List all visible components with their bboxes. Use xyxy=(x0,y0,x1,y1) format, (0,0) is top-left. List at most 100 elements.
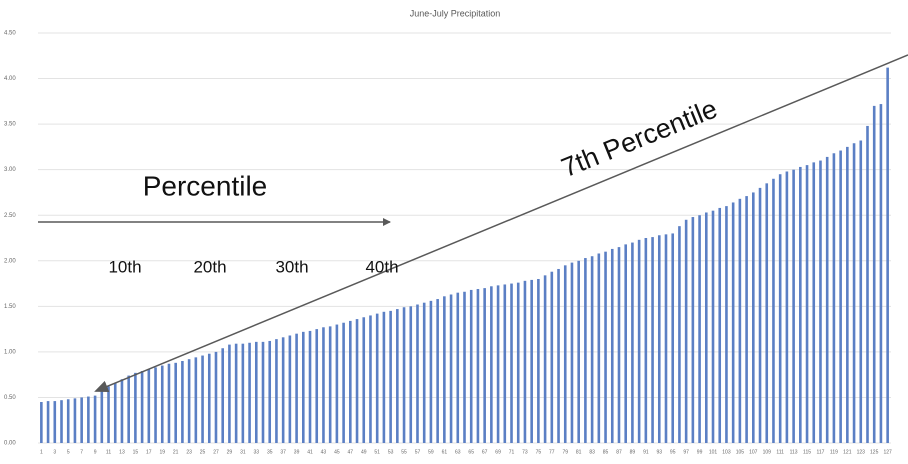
x-tick-label: 59 xyxy=(428,449,434,455)
bar xyxy=(772,178,775,443)
x-tick-label: 37 xyxy=(280,449,286,455)
bar xyxy=(73,398,77,443)
bar xyxy=(315,329,319,443)
bar xyxy=(281,337,285,443)
bar xyxy=(832,153,836,443)
x-tick-label: 111 xyxy=(776,449,784,455)
x-tick-label: 3 xyxy=(53,449,56,455)
bar xyxy=(644,238,648,443)
bar xyxy=(194,357,198,443)
bar xyxy=(872,105,876,443)
x-tick-label: 77 xyxy=(549,449,555,455)
bar xyxy=(120,379,124,443)
bar xyxy=(825,156,829,443)
x-tick-label: 97 xyxy=(683,449,689,455)
bar xyxy=(46,401,50,443)
bar xyxy=(53,401,57,443)
bar xyxy=(778,174,782,443)
bar xyxy=(449,294,453,443)
x-tick-label: 93 xyxy=(656,449,662,455)
bar xyxy=(664,234,668,443)
x-tick-label: 107 xyxy=(749,449,758,455)
x-tick-label: 7 xyxy=(80,449,83,455)
x-tick-label: 53 xyxy=(388,449,394,455)
x-tick-label: 1 xyxy=(40,449,43,455)
bar xyxy=(268,340,272,443)
x-tick-label: 13 xyxy=(119,449,125,455)
bar xyxy=(80,397,83,443)
bar xyxy=(375,313,379,443)
bar xyxy=(866,125,869,443)
bar xyxy=(382,311,386,443)
bar xyxy=(261,341,265,443)
bar xyxy=(134,372,137,443)
x-tick-label: 127 xyxy=(883,449,892,455)
x-tick-label: 23 xyxy=(186,449,192,455)
bar xyxy=(557,268,560,443)
bar xyxy=(362,317,366,443)
bar xyxy=(523,280,527,443)
bar xyxy=(846,146,849,443)
x-tick-label: 119 xyxy=(830,449,838,455)
x-tick-label: 63 xyxy=(455,449,461,455)
bar xyxy=(167,363,171,443)
x-tick-label: 125 xyxy=(870,449,879,455)
bar xyxy=(819,160,822,444)
bar xyxy=(738,198,742,443)
y-tick-label: 3.50 xyxy=(4,122,16,128)
bar xyxy=(402,307,406,443)
bar xyxy=(610,248,614,443)
x-tick-label: 65 xyxy=(468,449,474,455)
bar xyxy=(570,262,574,443)
x-tick-label: 95 xyxy=(670,449,676,455)
bar xyxy=(745,196,748,443)
bar xyxy=(604,251,607,443)
x-tick-label: 123 xyxy=(857,449,866,455)
y-tick-label: 2.50 xyxy=(4,213,16,219)
y-tick-label: 1.50 xyxy=(4,304,16,310)
x-tick-label: 101 xyxy=(709,449,718,455)
x-tick-label: 17 xyxy=(146,449,152,455)
x-tick-label: 51 xyxy=(374,449,380,455)
x-tick-label: 87 xyxy=(616,449,622,455)
bar xyxy=(805,165,809,443)
bar xyxy=(671,233,675,443)
y-tick-label: 4.00 xyxy=(4,76,16,82)
bar xyxy=(248,342,251,443)
bar xyxy=(60,400,63,443)
y-tick-label: 1.00 xyxy=(4,349,16,355)
x-tick-label: 31 xyxy=(240,449,246,455)
bar xyxy=(711,210,715,443)
x-tick-label: 45 xyxy=(334,449,340,455)
y-tick-label: 3.00 xyxy=(4,167,16,173)
bar xyxy=(127,375,130,443)
bar xyxy=(469,289,473,443)
bar xyxy=(147,369,151,443)
bar xyxy=(275,339,278,443)
bar xyxy=(389,310,392,443)
bar xyxy=(241,343,245,443)
bar xyxy=(228,344,231,443)
bar xyxy=(254,341,258,443)
x-tick-label: 35 xyxy=(267,449,273,455)
bar xyxy=(113,382,117,443)
bar xyxy=(550,271,554,443)
y-tick-label: 0.50 xyxy=(4,395,16,401)
bar xyxy=(355,319,359,443)
bar xyxy=(295,333,298,443)
bar xyxy=(40,402,43,443)
bar xyxy=(409,306,413,443)
bar xyxy=(624,244,627,443)
bar xyxy=(207,353,211,443)
bar xyxy=(631,242,634,443)
bar xyxy=(651,237,654,443)
bar xyxy=(234,343,238,443)
bar xyxy=(396,309,399,443)
x-tick-label: 105 xyxy=(736,449,745,455)
x-tick-label: 75 xyxy=(536,449,542,455)
annotation: Percentile xyxy=(143,170,268,201)
bar xyxy=(637,239,641,443)
x-tick-label: 109 xyxy=(763,449,772,455)
x-tick-label: 67 xyxy=(482,449,488,455)
x-tick-label: 11 xyxy=(106,449,111,455)
